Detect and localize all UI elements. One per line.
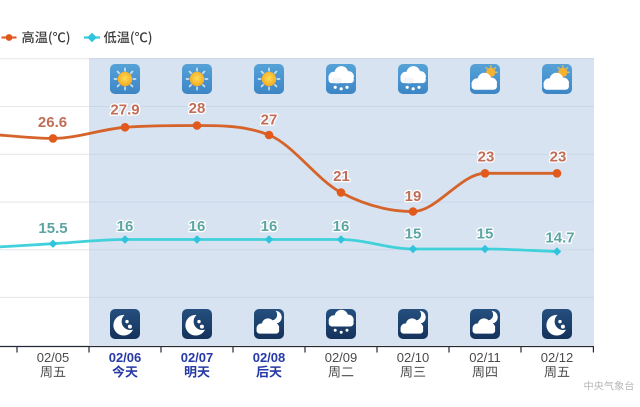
svg-text:28: 28	[189, 100, 206, 117]
svg-text:15.5: 15.5	[38, 220, 67, 237]
svg-text:21: 21	[333, 168, 350, 185]
svg-text:16: 16	[261, 218, 278, 235]
svg-text:02/06: 02/06	[109, 350, 142, 365]
svg-text:02/07: 02/07	[181, 350, 214, 365]
svg-text:02/09: 02/09	[325, 350, 358, 365]
svg-text:23: 23	[478, 148, 495, 165]
svg-text:27: 27	[261, 112, 278, 129]
svg-text:16: 16	[189, 218, 206, 235]
svg-text:14.7: 14.7	[545, 230, 574, 247]
svg-text:02/11: 02/11	[469, 350, 501, 365]
svg-text:15: 15	[477, 226, 494, 243]
svg-text:16: 16	[333, 218, 350, 235]
svg-text:02/10: 02/10	[397, 350, 430, 365]
svg-text:27.9: 27.9	[110, 102, 139, 119]
svg-text:02/12: 02/12	[541, 350, 574, 365]
svg-text:02/05: 02/05	[37, 350, 70, 365]
svg-text:02/08: 02/08	[253, 350, 286, 365]
svg-text:19: 19	[405, 188, 422, 205]
svg-text:26.6: 26.6	[38, 114, 67, 131]
svg-text:16: 16	[117, 218, 134, 235]
svg-text:23: 23	[550, 148, 567, 165]
svg-text:15: 15	[405, 226, 422, 243]
